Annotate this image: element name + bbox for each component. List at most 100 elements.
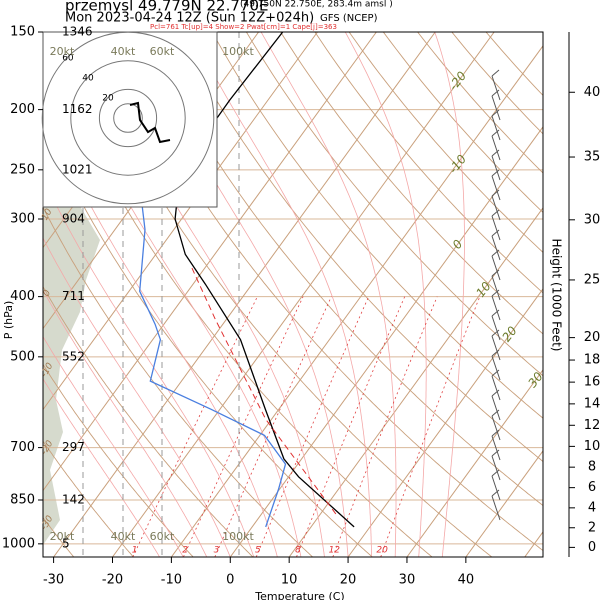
barb-flag xyxy=(491,69,500,77)
barb-flag xyxy=(491,489,500,497)
mixing-ratio-line xyxy=(132,296,258,557)
y2-axis-title: Height (1000 Feet) xyxy=(550,239,564,352)
y2-tick-label: 35 xyxy=(584,150,600,165)
y-tick-label: 700 xyxy=(10,440,35,455)
barb-staff xyxy=(491,335,501,361)
level-height: 1021 xyxy=(62,162,93,176)
x-tick-label: 10 xyxy=(281,573,298,588)
wind-barb xyxy=(491,149,501,181)
isotherm xyxy=(112,32,495,557)
level-height: 297 xyxy=(62,440,85,454)
hodograph-ring-label: 20 xyxy=(102,93,114,103)
hodograph-ring xyxy=(70,60,186,176)
y2-tick-label: 25 xyxy=(584,272,600,287)
level-height: 5 xyxy=(62,536,70,550)
y2-tick-label: 4 xyxy=(588,500,596,515)
x-tick-label: 40 xyxy=(458,573,475,588)
isotherm xyxy=(406,369,543,557)
barb-flag xyxy=(491,369,500,377)
barb-flag xyxy=(491,289,500,297)
barb-staff xyxy=(491,215,501,241)
chart-subtitle: Mon 2023-04-24 12Z (Sun 12Z+024h) xyxy=(65,11,314,26)
location-note: (49.750N 22.750E, 283.4m amsl ) xyxy=(240,0,393,10)
wind-barb xyxy=(491,169,501,201)
dry-adiabat xyxy=(211,32,543,419)
moist-adiabat xyxy=(86,32,325,557)
barb-flag xyxy=(491,389,500,397)
barb-staff xyxy=(491,235,501,261)
speed-label: 100kt xyxy=(222,45,254,58)
moist-adiabat xyxy=(344,32,427,557)
x-tick-label: 0 xyxy=(226,573,234,588)
wind-barb xyxy=(491,269,501,301)
barb-flag xyxy=(491,229,500,237)
x-tick-label: -10 xyxy=(161,573,182,588)
isotherm-label: -10 xyxy=(446,152,469,176)
mixing-ratio-label: 12 xyxy=(329,546,341,556)
y-axis-title: P (hPa) xyxy=(2,301,15,340)
y2-tick-label: 18 xyxy=(584,353,600,368)
dry-adiabat xyxy=(143,32,543,507)
x-tick-label: 20 xyxy=(340,573,357,588)
dry-adiabat xyxy=(280,32,543,335)
y2-tick-label: 0 xyxy=(588,540,596,555)
speed-label: 20kt xyxy=(50,45,75,58)
speed-label: 20kt xyxy=(50,530,75,543)
y-tick-label: 200 xyxy=(10,102,35,117)
isotherm xyxy=(43,32,318,411)
barb-staff xyxy=(491,175,501,201)
model-name: GFS (NCEP) xyxy=(320,13,378,24)
barb-staff xyxy=(491,475,501,501)
dry-adiabat xyxy=(74,32,493,557)
barb-flag xyxy=(491,209,500,217)
wind-barb xyxy=(491,449,501,481)
level-height: 1346 xyxy=(62,25,93,39)
isotherm xyxy=(43,32,377,492)
level-height: 904 xyxy=(62,212,85,226)
y2-tick-label: 20 xyxy=(584,330,600,345)
barb-staff xyxy=(491,75,501,101)
mixing-ratio-label: 1 xyxy=(132,546,138,556)
y2-tick-label: 8 xyxy=(588,460,596,475)
y2-tick-label: 30 xyxy=(584,212,600,227)
wind-barb xyxy=(491,249,501,281)
wind-barb xyxy=(491,329,501,361)
barb-flag xyxy=(491,89,500,97)
barb-staff xyxy=(491,195,501,221)
barb-staff xyxy=(491,295,501,321)
mixing-ratio-label: 8 xyxy=(295,546,301,556)
x-tick-label: -20 xyxy=(102,573,123,588)
barb-flag xyxy=(491,349,500,357)
barb-staff xyxy=(491,455,501,481)
barb-flag xyxy=(491,409,500,417)
level-height: 1162 xyxy=(62,102,93,116)
moist-adiabat xyxy=(47,32,302,557)
wind-barb xyxy=(491,129,501,161)
barb-staff xyxy=(491,275,501,301)
y2-tick-label: 2 xyxy=(588,520,596,535)
isotherm xyxy=(288,207,543,557)
y2-tick-label: 16 xyxy=(584,375,600,390)
barb-staff xyxy=(491,135,501,161)
barb-flag xyxy=(491,149,500,157)
barb-flag xyxy=(491,329,500,337)
isotherm xyxy=(170,44,543,557)
wind-barb xyxy=(491,369,501,401)
x-tick-label: -30 xyxy=(43,573,64,588)
barb-staff xyxy=(491,395,501,421)
mixing-ratio-label: 3 xyxy=(214,546,220,556)
barb-flag xyxy=(491,129,500,137)
moist-adiabat xyxy=(43,335,184,557)
wind-barb xyxy=(491,389,501,421)
y-tick-label: 250 xyxy=(10,162,35,177)
y2-tick-label: 6 xyxy=(588,480,596,495)
barb-staff xyxy=(491,415,501,441)
background-lines xyxy=(43,32,543,557)
mixing-ratio-line xyxy=(296,296,406,557)
mixing-ratio-line xyxy=(332,296,438,557)
dry-adiabat xyxy=(43,440,134,557)
hodograph-ring xyxy=(113,103,143,133)
barb-flag xyxy=(491,449,500,457)
